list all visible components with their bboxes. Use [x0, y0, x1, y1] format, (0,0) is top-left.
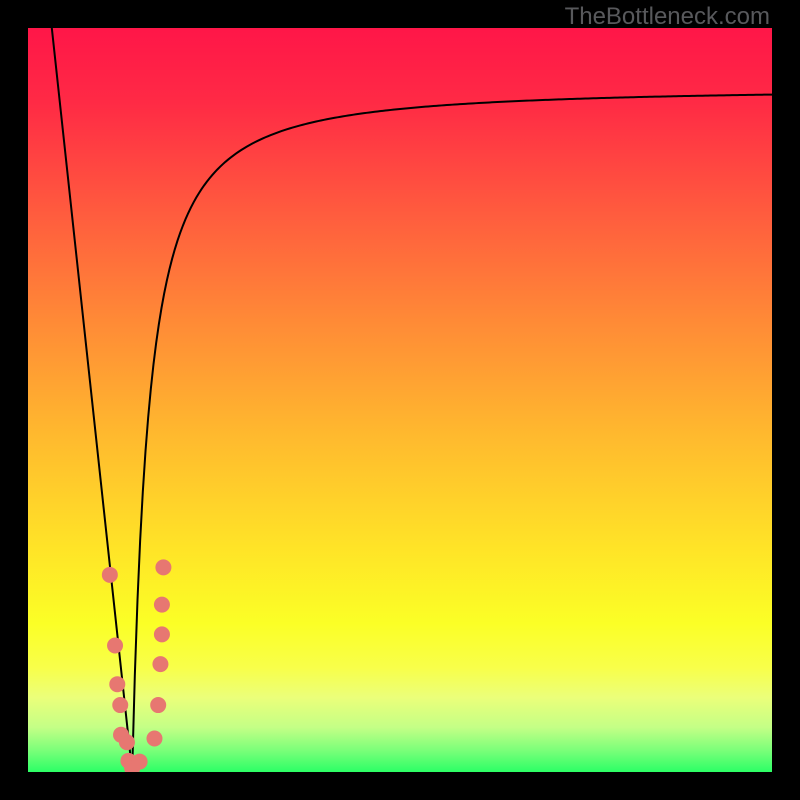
plot-area	[28, 28, 772, 772]
data-marker	[107, 638, 123, 654]
data-marker	[132, 754, 148, 770]
chart-svg	[28, 28, 772, 772]
data-marker	[146, 731, 162, 747]
data-marker	[112, 697, 128, 713]
data-marker	[154, 626, 170, 642]
data-marker	[150, 697, 166, 713]
data-marker	[152, 656, 168, 672]
chart-frame: TheBottleneck.com	[0, 0, 800, 800]
data-marker	[154, 597, 170, 613]
data-marker	[119, 734, 135, 750]
data-marker	[102, 567, 118, 583]
data-marker	[109, 676, 125, 692]
watermark-text: TheBottleneck.com	[565, 3, 770, 31]
data-marker	[155, 559, 171, 575]
